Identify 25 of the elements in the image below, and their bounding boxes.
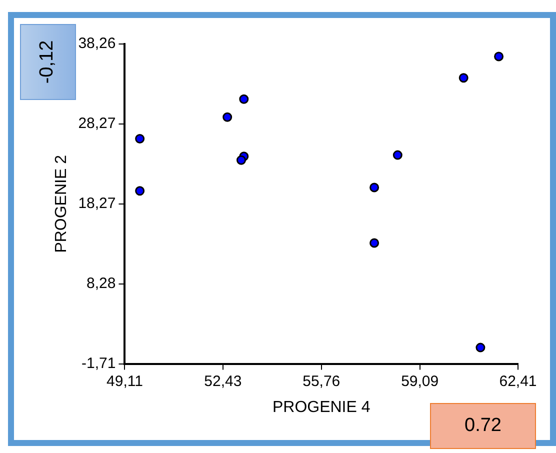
y-axis-title: PROGENIE 2 bbox=[53, 154, 70, 253]
point bbox=[239, 94, 249, 104]
point bbox=[494, 52, 504, 62]
text: -0,12 bbox=[37, 40, 59, 84]
x-tick-label: 52,43 bbox=[204, 372, 242, 390]
x-axis-title: PROGENIE 4 bbox=[272, 398, 370, 416]
x-tick-label: 59,09 bbox=[401, 372, 439, 390]
y-tick-label: 28,27 bbox=[78, 115, 116, 132]
point bbox=[476, 342, 486, 352]
point bbox=[135, 186, 145, 196]
y-tick-label: 18,27 bbox=[78, 195, 116, 212]
point bbox=[236, 155, 246, 165]
point bbox=[458, 73, 468, 83]
x-tick-label: 55,76 bbox=[302, 372, 340, 390]
text: 0.72 bbox=[430, 403, 536, 449]
point bbox=[392, 150, 402, 160]
point bbox=[370, 182, 380, 192]
point bbox=[222, 112, 232, 122]
y-tick-label: -1,71 bbox=[82, 354, 116, 372]
x-tick-label: 49,11 bbox=[106, 372, 143, 390]
y-tick-label: 8,28 bbox=[86, 275, 116, 292]
y-tick-label: 38,26 bbox=[78, 35, 116, 52]
x-tick-label: 62,41 bbox=[499, 372, 537, 390]
point bbox=[135, 134, 145, 144]
point bbox=[370, 238, 380, 248]
